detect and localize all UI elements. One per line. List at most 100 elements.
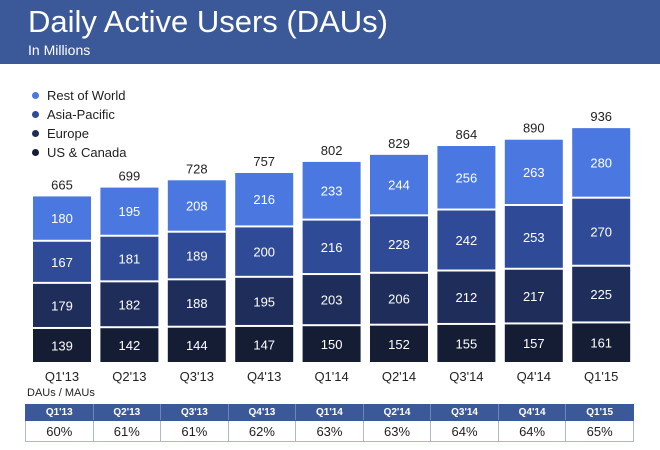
bar-value-label: 244 <box>388 178 410 193</box>
bar-segment-rest-of-world <box>370 154 428 215</box>
bar-value-label: 208 <box>186 199 208 214</box>
ratio-quarter-header: Q1'15 <box>565 404 634 421</box>
ratio-header-row: Q1'13 Q2'13 Q3'13 Q4'13 Q1'14 Q2'14 Q3'1… <box>25 404 634 421</box>
bar-segment-rest-of-world <box>167 180 226 231</box>
x-tick-label: Q2'13 <box>112 369 146 384</box>
bar-segment-us-canada <box>33 328 91 362</box>
bar-value-label: 195 <box>119 204 141 219</box>
stacked-bar-chart: 139 179 167 180 665 Q1'13 142 182 181 195 699 Q2'13… <box>33 109 631 384</box>
bar-segment-europe <box>370 273 428 324</box>
bar-value-label: 228 <box>388 237 410 252</box>
bar-value-label: 206 <box>388 292 410 307</box>
legend-item-rest-of-world: Rest of World <box>32 86 127 105</box>
bar-segment-us-canada <box>235 326 294 362</box>
bar-total-label: 665 <box>51 177 73 192</box>
bar-segment-rest-of-world <box>33 196 91 240</box>
x-tick-label: Q1'13 <box>45 369 79 384</box>
dau-mau-ratio-table: Q1'13 Q2'13 Q3'13 Q4'13 Q1'14 Q2'14 Q3'1… <box>25 404 634 442</box>
x-tick-label: Q2'14 <box>382 369 416 384</box>
ratio-value-cell: 63% <box>362 420 432 442</box>
legend-label-europe: Europe <box>47 126 89 141</box>
bar-segment-europe <box>572 266 631 322</box>
legend-swatch-rest-of-world <box>32 92 39 99</box>
header-banner: Daily Active Users (DAUs) In Millions <box>0 0 660 64</box>
bar-segment-us-canada <box>370 325 428 362</box>
bar-segment-rest-of-world <box>437 146 496 209</box>
ratio-quarter-header: Q1'13 <box>25 404 94 421</box>
bar-segment-asia-pacific <box>370 216 428 272</box>
ratio-value-cell: 62% <box>227 420 297 442</box>
bar-segment-asia-pacific <box>235 227 294 276</box>
bar-total-label: 699 <box>119 169 141 184</box>
bar-total-label: 757 <box>253 154 275 169</box>
bar-value-label: 139 <box>51 338 73 353</box>
bar-segment-asia-pacific <box>33 241 91 282</box>
x-tick-label: Q3'13 <box>180 369 214 384</box>
chart-title: Daily Active Users (DAUs) <box>28 4 388 39</box>
bar-total-label: 802 <box>321 143 343 158</box>
ratio-value-cell: 65% <box>565 420 634 442</box>
bar-value-label: 256 <box>456 170 478 185</box>
x-tick-label: Q4'14 <box>517 369 551 384</box>
bar-total-label: 829 <box>388 136 410 151</box>
bar-value-label: 263 <box>523 165 545 180</box>
bar-value-label: 217 <box>523 289 545 304</box>
legend-item-europe: Europe <box>32 124 127 143</box>
bar-value-label: 157 <box>523 336 545 351</box>
bar-segment-rest-of-world <box>100 187 159 235</box>
bar-total-label: 728 <box>186 161 208 176</box>
bar-value-label: 155 <box>456 336 478 351</box>
bar-segment-asia-pacific <box>167 232 226 279</box>
bar-value-label: 161 <box>590 336 612 351</box>
bar-value-label: 233 <box>321 183 343 198</box>
bar-value-label: 253 <box>523 230 545 245</box>
bar-segment-europe <box>100 282 159 327</box>
ratio-value-cell: 64% <box>430 420 499 442</box>
bar-value-label: 167 <box>51 255 73 270</box>
bar-value-label: 181 <box>119 252 141 267</box>
bar-value-label: 188 <box>186 296 208 311</box>
legend-label-asia-pacific: Asia-Pacific <box>47 107 115 122</box>
bar-segment-us-canada <box>302 326 361 362</box>
ratio-quarter-header: Q1'14 <box>295 404 364 421</box>
bar-value-label: 147 <box>253 337 275 352</box>
bar-segment-us-canada <box>167 327 226 362</box>
ratio-value-cell: 64% <box>497 420 567 442</box>
bar-value-label: 150 <box>321 337 343 352</box>
bar-value-label: 212 <box>456 290 478 305</box>
bar-value-label: 189 <box>186 249 208 264</box>
x-tick-label: Q1'15 <box>584 369 618 384</box>
ratio-value-cell: 61% <box>92 420 162 442</box>
bar-segment-asia-pacific <box>302 220 361 274</box>
ratio-caption: DAUs / MAUs <box>27 387 95 399</box>
ratio-value-cell: 61% <box>160 420 229 442</box>
bar-segment-asia-pacific <box>100 236 159 281</box>
bar-value-label: 142 <box>119 338 141 353</box>
bar-total-label: 864 <box>456 127 478 142</box>
x-tick-label: Q4'13 <box>247 369 281 384</box>
legend-swatch-asia-pacific <box>32 111 39 118</box>
ratio-quarter-header: Q4'14 <box>497 404 567 421</box>
bar-segment-us-canada <box>504 324 563 362</box>
ratio-quarter-header: Q4'13 <box>227 404 297 421</box>
bar-segment-rest-of-world <box>504 139 563 204</box>
bar-value-label: 203 <box>321 293 343 308</box>
bar-segment-asia-pacific <box>504 205 563 268</box>
ratio-value-row: 60% 61% 61% 62% 63% 63% 64% 64% 65% <box>25 420 634 442</box>
bar-segment-rest-of-world <box>572 128 631 197</box>
bar-segment-europe <box>437 271 496 323</box>
bar-segment-europe <box>33 283 91 327</box>
ratio-value-cell: 60% <box>25 420 94 442</box>
bar-segment-asia-pacific <box>437 210 496 270</box>
ratio-quarter-header: Q3'14 <box>430 404 499 421</box>
ratio-value-cell: 63% <box>295 420 364 442</box>
x-tick-label: Q3'14 <box>449 369 483 384</box>
legend-item-asia-pacific: Asia-Pacific <box>32 105 127 124</box>
legend-item-us-canada: US & Canada <box>32 143 127 162</box>
bar-value-label: 195 <box>253 294 275 309</box>
bar-value-label: 200 <box>253 245 275 260</box>
bar-segment-us-canada <box>100 328 159 362</box>
legend: Rest of World Asia-Pacific Europe US & C… <box>32 86 127 162</box>
bar-segment-us-canada <box>572 323 631 362</box>
bar-value-label: 280 <box>590 155 612 170</box>
